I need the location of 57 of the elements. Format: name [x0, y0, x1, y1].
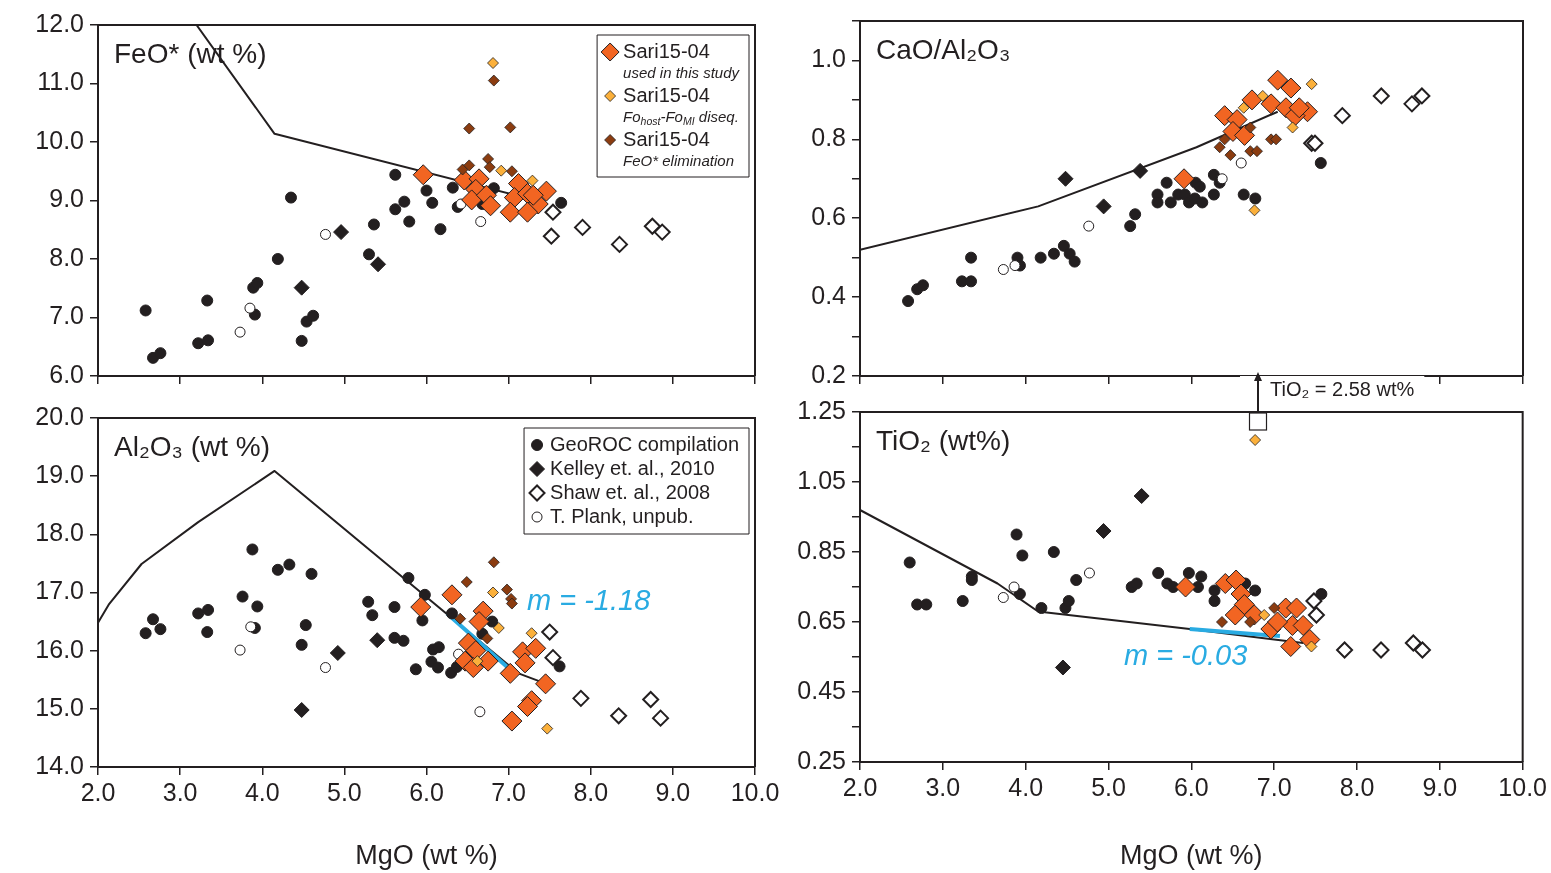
y-tick-label: 0.45 [797, 675, 846, 704]
x-axis-title: MgO (wt %) [355, 840, 498, 871]
text: CaO/Al₂O₃ [876, 34, 1011, 65]
y-tick-label: 19.0 [35, 460, 84, 489]
x-tick-label: 2.0 [842, 772, 878, 801]
x-tick-label: 3.0 [925, 772, 961, 801]
y-tick-label: 0.85 [797, 535, 846, 564]
x-tick-label: 4.0 [244, 777, 280, 806]
legend-label: Sari15-04 used in this study [623, 39, 741, 82]
y-tick-label: 7.0 [49, 301, 84, 330]
legend-label: Shaw et. al., 2008 [550, 480, 711, 503]
x-tick-label: 10.0 [730, 777, 780, 806]
y-tick-label: 20.0 [35, 401, 84, 430]
text: Al₂O₃ (wt %) [114, 431, 271, 462]
y-tick-label: 0.25 [797, 745, 846, 774]
legend-label: GeoROC compilation [550, 432, 739, 455]
y-tick-label: 10.0 [35, 125, 84, 154]
x-tick-label: 6.0 [409, 777, 444, 806]
y-tick-label: 1.0 [811, 44, 846, 73]
y-tick-label: 0.2 [811, 359, 846, 388]
y-tick-label: 18.0 [35, 518, 84, 547]
legend-label: T. Plank, unpub. [550, 504, 694, 527]
y-tick-label: 14.0 [35, 750, 84, 779]
x-tick-label: 9.0 [1422, 772, 1458, 801]
x-tick-label: 8.0 [573, 777, 609, 806]
x-tick-label: 9.0 [655, 777, 691, 806]
y-tick-label: 17.0 [35, 576, 84, 605]
y-tick-label: 1.05 [797, 465, 846, 494]
annotation: m = -0.03 [1124, 639, 1248, 672]
y-tick-label: 9.0 [49, 184, 84, 213]
x-tick-label: 5.0 [326, 777, 362, 806]
y-tick-label: 11.0 [37, 67, 84, 96]
y-tick-label: 16.0 [35, 634, 84, 663]
y-tick-label: 0.4 [811, 281, 847, 309]
text: TiO₂ (wt%) [876, 425, 1011, 456]
text: TiO₂ = 2.58 wt% [1270, 377, 1415, 400]
legend-label: Kelley et. al., 2010 [550, 456, 715, 479]
y-tick-label: 0.8 [811, 123, 846, 152]
x-tick-label: 8.0 [1339, 772, 1375, 801]
x-tick-label: 3.0 [162, 777, 198, 806]
x-axis-title: MgO (wt %) [1120, 840, 1263, 871]
y-tick-label: 15.0 [35, 692, 84, 721]
y-tick-label: 0.65 [797, 605, 846, 634]
annotation: m = -1.18 [527, 584, 651, 617]
x-tick-label: 6.0 [1173, 772, 1209, 801]
x-tick-label: 7.0 [1256, 772, 1292, 801]
y-tick-label: 8.0 [49, 242, 84, 271]
y-tick-label: 1.25 [797, 395, 846, 424]
y-tick-label: 0.6 [811, 202, 846, 231]
x-tick-label: 2.0 [80, 777, 116, 806]
x-tick-label: 10.0 [1498, 772, 1548, 801]
y-tick-label: 12.0 [35, 8, 84, 37]
x-tick-label: 4.0 [1008, 772, 1044, 801]
x-tick-label: 7.0 [491, 777, 527, 806]
legend-label: Sari15-04 FeO* elimination [623, 127, 734, 170]
y-tick-label: 6.0 [49, 359, 84, 388]
x-tick-label: 5.0 [1091, 772, 1126, 801]
